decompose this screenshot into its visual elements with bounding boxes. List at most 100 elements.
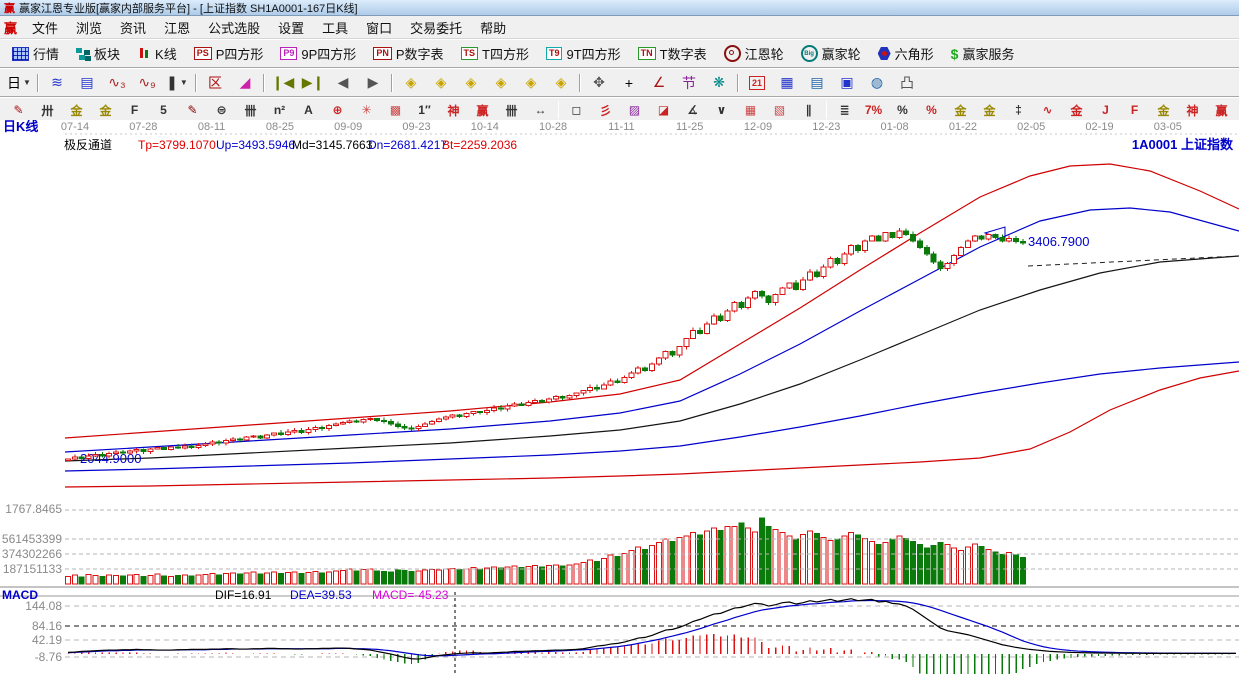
fan-lines-icon[interactable]: 彡 (591, 99, 620, 121)
gold-hash2-icon[interactable]: 金 (91, 99, 120, 121)
web-star-icon[interactable]: ✳ (352, 99, 381, 121)
volume-bar (319, 572, 326, 585)
calculator-icon[interactable]: ▦ (772, 71, 802, 95)
next-page-button[interactable]: ▶ (358, 71, 388, 95)
menu-item-8[interactable]: 窗口 (366, 20, 393, 36)
god-angle-icon[interactable]: 神 (1178, 99, 1207, 121)
five-hash-icon[interactable]: 5 (149, 99, 178, 121)
calendar-icon[interactable]: 21 (742, 71, 772, 95)
menu-item-3[interactable]: 资讯 (120, 20, 147, 36)
gann-diamond-down-icon[interactable]: ◈ (486, 71, 516, 95)
chart-area[interactable]: 日K线 07-14 07-28 08-11 08-25 09-09 09-23 10-14 10… (0, 119, 1239, 679)
pen-tool-icon[interactable]: ✎ (4, 99, 33, 121)
save-icon[interactable]: ▣ (832, 71, 862, 95)
j-angle-icon[interactable]: J (1091, 99, 1120, 121)
menu-item-5[interactable]: 公式选股 (208, 20, 261, 36)
a-line-icon[interactable]: A (294, 99, 323, 121)
p-number-table-button[interactable]: PN P数字表 (365, 42, 451, 65)
first-page-button[interactable]: ❙◀ (268, 71, 298, 95)
kline-button[interactable]: K线 (129, 42, 185, 65)
red-target-icon[interactable]: ⊕ (323, 99, 352, 121)
gann-diamond-up-icon[interactable]: ◈ (456, 71, 486, 95)
volume-bar (202, 573, 209, 585)
winner-wheel-button[interactable]: Big 赢家轮 (793, 42, 869, 65)
win-angle-icon[interactable]: 赢 (1207, 99, 1236, 121)
gold-angle-icon[interactable]: 金 (1149, 99, 1178, 121)
n-square-icon[interactable]: n² (265, 99, 294, 121)
multi-angle-icon[interactable]: ∡ (678, 99, 707, 121)
period-selector[interactable]: 日 ▼ (4, 71, 34, 95)
red-grid-icon[interactable]: ▦ (736, 99, 765, 121)
menu-item-6[interactable]: 设置 (278, 20, 305, 36)
menu-item-7[interactable]: 工具 (322, 20, 349, 36)
nine-t-square-button[interactable]: T9 9T四方形 (538, 42, 629, 65)
gold-hash-icon[interactable]: 金 (62, 99, 91, 121)
market-quotes-button[interactable]: 行情 (4, 42, 67, 65)
slant-lines-icon[interactable]: ∥ (794, 99, 823, 121)
notebook-icon[interactable]: ▤ (802, 71, 832, 95)
width-measure-icon[interactable]: ↔ (526, 99, 555, 121)
win-hash-icon[interactable]: 赢 (468, 99, 497, 121)
cycle-circle-icon[interactable]: ⊜ (207, 99, 236, 121)
f-hash-icon[interactable]: F (120, 99, 149, 121)
t-number-table-button[interactable]: TN T数字表 (630, 42, 715, 65)
crosshair-icon[interactable]: + (614, 71, 644, 95)
menu-item-4[interactable]: 江恩 (164, 20, 191, 36)
gann-box-icon[interactable]: 节 (674, 71, 704, 95)
wave-9-icon[interactable]: ∿₉ (132, 71, 162, 95)
wave-channel-icon[interactable]: ∿ (1033, 99, 1062, 121)
menu-item-10[interactable]: 帮助 (480, 20, 507, 36)
gann-wheel-button[interactable]: 江恩轮 (716, 42, 792, 65)
dense-hash-icon[interactable]: 卌 (236, 99, 265, 121)
p-square-button[interactable]: PS P四方形 (186, 42, 272, 65)
second-marks-icon[interactable]: 1″ (410, 99, 439, 121)
prev-page-button[interactable]: ◀ (328, 71, 358, 95)
box-diagonal-icon[interactable]: ◪ (649, 99, 678, 121)
winner-service-button[interactable]: $ 赢家服务 (943, 42, 1023, 65)
gold-red-icon[interactable]: 金 (1062, 99, 1091, 121)
volume-bar (944, 544, 951, 585)
wave-3-icon[interactable]: ∿₃ (102, 71, 132, 95)
gold-three-icon[interactable]: 金 (975, 99, 1004, 121)
gold-circle-icon[interactable]: 金 (946, 99, 975, 121)
t-percent-icon[interactable]: 7% (859, 99, 888, 121)
gann-hash-icon[interactable]: 卅 (33, 99, 62, 121)
grid-arrow-icon[interactable]: ▧ (765, 99, 794, 121)
ink-brush-icon[interactable]: ‡ (1004, 99, 1033, 121)
gann-diamond-left-icon[interactable]: ◈ (396, 71, 426, 95)
percent-line-icon[interactable]: % (917, 99, 946, 121)
gann-diamond-h-icon[interactable]: ◈ (516, 71, 546, 95)
stock-info-icon[interactable]: ▤ (72, 71, 102, 95)
volume-bar (250, 571, 257, 585)
pen-hash-icon[interactable]: ✎ (178, 99, 207, 121)
trend-zone-icon[interactable]: 区 (200, 71, 230, 95)
last-page-button[interactable]: ▶❙ (298, 71, 328, 95)
sector-board-button[interactable]: 板块 (68, 42, 128, 65)
t-square-button[interactable]: TS T四方形 (453, 42, 537, 65)
zoom-overview-icon[interactable]: ≋ (42, 71, 72, 95)
candle-style-selector[interactable]: ❚ ▼ (162, 71, 192, 95)
rect-frame-icon[interactable]: ◻ (562, 99, 591, 121)
web-data-icon[interactable]: ◍ (862, 71, 892, 95)
v-wave-icon[interactable]: ∨ (707, 99, 736, 121)
pan-hand-icon[interactable]: ✥ (584, 71, 614, 95)
kline-chart[interactable]: 日K线 07-14 07-28 08-11 08-25 09-09 09-23 10-14 10… (0, 119, 1239, 679)
angle-tool-icon[interactable]: ∠ (644, 71, 674, 95)
fan-box-icon[interactable]: ▨ (620, 99, 649, 121)
menu-item-1[interactable]: 文件 (32, 20, 59, 36)
nine-p-square-button[interactable]: P9 9P四方形 (272, 42, 364, 65)
gann-diamond-v-icon[interactable]: ◈ (546, 71, 576, 95)
printer-icon[interactable]: 凸 (892, 71, 922, 95)
menu-item-2[interactable]: 浏览 (76, 20, 103, 36)
f-angle-icon[interactable]: F (1120, 99, 1149, 121)
web-box-icon[interactable]: ▩ (381, 99, 410, 121)
scale-column-icon[interactable]: ≣ (830, 99, 859, 121)
god-hash-icon[interactable]: 神 (439, 99, 468, 121)
gann-diamond-right-icon[interactable]: ◈ (426, 71, 456, 95)
hexagon-button[interactable]: 六角形 (870, 42, 942, 65)
menu-item-9[interactable]: 交易委托 (410, 20, 463, 36)
percent-icon[interactable]: % (888, 99, 917, 121)
piano-hash-icon[interactable]: 卌 (497, 99, 526, 121)
smart-analysis-icon[interactable]: ❋ (704, 71, 734, 95)
profile-chart-icon[interactable]: ◢ (230, 71, 260, 95)
